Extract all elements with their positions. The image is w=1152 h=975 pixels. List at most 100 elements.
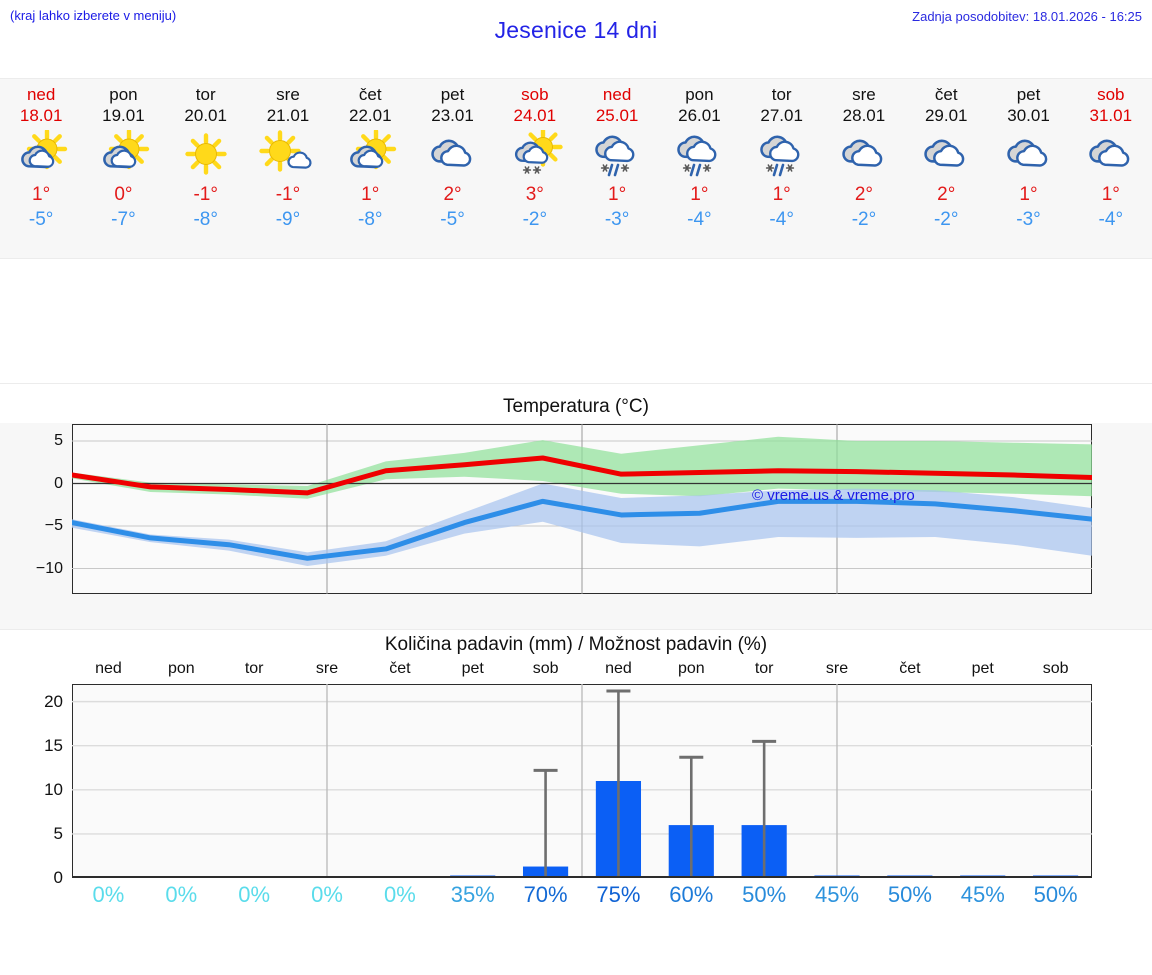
day-column[interactable]: pet 23.01 2° -5°	[411, 79, 493, 258]
precipitation-y-tick: 5	[53, 823, 63, 843]
precipitation-day-label: tor	[754, 660, 774, 677]
precipitation-day-label: pet	[461, 660, 484, 677]
precipitation-y-tick: 15	[44, 735, 63, 755]
day-name: čet	[358, 85, 382, 104]
day-date: 22.01	[348, 106, 392, 125]
day-column[interactable]: tor 27.01 1° -4°	[741, 79, 823, 258]
day-low-temp: -8°	[358, 209, 383, 230]
page-header: (kraj lahko izberete v meniju) Jesenice …	[0, 0, 1152, 78]
precipitation-day-labels: ned pon tor sre čet pet sob ned pon tor sre čet pet s…	[72, 660, 1092, 682]
precipitation-y-tick: 20	[44, 691, 63, 711]
temperature-y-tick: −5	[44, 517, 63, 534]
precipitation-probability: 0%	[383, 882, 416, 907]
precipitation-day-label: pon	[677, 660, 705, 677]
day-column[interactable]: tor 20.01 -1° -8°	[165, 79, 247, 258]
day-date: 26.01	[678, 106, 721, 125]
precipitation-day-label: pet	[971, 660, 994, 677]
precipitation-day-label: sre	[825, 660, 849, 677]
day-column[interactable]: čet 22.01 1° -8°	[329, 79, 411, 258]
day-name: pet	[440, 85, 465, 104]
day-high-temp: 1°	[361, 184, 380, 205]
day-low-temp: -5°	[440, 209, 465, 230]
day-name: pon	[109, 85, 138, 104]
day-high-temp: 1°	[608, 184, 627, 205]
day-column[interactable]: sre 28.01 2° -2°	[823, 79, 905, 258]
day-low-temp: -5°	[28, 209, 54, 230]
cloud-icon	[1075, 130, 1147, 178]
precipitation-probability: 75%	[596, 882, 641, 907]
precipitation-y-tick: 0	[53, 868, 63, 887]
day-low-temp: -3°	[1016, 209, 1041, 230]
precipitation-probability-row: 0% 0% 0% 0% 0% 35% 70% 75% 60% 50% 45% 50% 45% 50%	[72, 882, 1092, 908]
daily-forecast-strip: ned 18.01 1° -5° pon 19.01 0° -7° tor 20.01 -1° -…	[0, 78, 1152, 259]
day-name: sob	[521, 85, 549, 104]
precipitation-probability: 60%	[669, 882, 714, 907]
day-date: 19.01	[102, 106, 145, 125]
day-column[interactable]: ned 18.01 1° -5°	[0, 79, 82, 258]
sun-icon	[170, 130, 242, 178]
precipitation-probability: 0%	[165, 882, 198, 907]
temperature-y-tick: −10	[35, 559, 63, 577]
day-low-temp: -2°	[522, 209, 548, 230]
day-high-temp: 2°	[937, 184, 956, 205]
day-name: ned	[602, 85, 632, 104]
day-name: pon	[685, 85, 714, 104]
cloud-icon	[910, 130, 982, 178]
precipitation-probability: 70%	[523, 882, 568, 907]
last-updated-label: Zadnja posodobitev: 18.01.2026 - 16:25	[912, 9, 1142, 24]
location-menu-hint: (kraj lahko izberete v meniju)	[10, 8, 177, 23]
day-column[interactable]: pet 30.01 1° -3°	[987, 79, 1069, 258]
precipitation-day-label: ned	[95, 660, 122, 677]
cloud-icon	[993, 130, 1065, 178]
cloud-rain-snow-icon	[581, 130, 653, 178]
day-high-temp: 1°	[1101, 184, 1120, 205]
day-high-temp: 1°	[772, 184, 791, 205]
day-name: pet	[1016, 85, 1041, 104]
sun-cloud-icon	[334, 130, 406, 178]
precipitation-day-label: sre	[315, 660, 339, 677]
temperature-chart-title: Temperatura (°C)	[0, 393, 1152, 423]
day-low-temp: -4°	[687, 209, 712, 230]
day-date: 27.01	[760, 106, 803, 125]
watermark: © vreme.us & vreme.pro	[752, 487, 915, 504]
day-column[interactable]: ned 25.01 1° -3°	[576, 79, 658, 258]
precipitation-chart-title: Količina padavin (mm) / Možnost padavin …	[384, 634, 768, 655]
day-name: sre	[276, 85, 300, 104]
day-high-temp: -1°	[193, 184, 218, 205]
day-date: 18.01	[19, 106, 63, 125]
day-name: ned	[26, 85, 56, 104]
precipitation-plot: 0 5 10 15 20	[44, 684, 1092, 887]
cloud-rain-snow-icon	[663, 130, 735, 178]
day-date: 28.01	[842, 106, 886, 125]
cloud-icon	[417, 130, 489, 178]
cloud-icon	[828, 130, 900, 178]
day-column[interactable]: sob 24.01 3° -2°	[494, 79, 576, 258]
precipitation-probability: 0%	[238, 882, 271, 907]
day-low-temp: -4°	[769, 209, 794, 230]
temperature-plot: 5 0 −5 −10 © vreme.us & vreme.pro	[36, 424, 1092, 594]
precipitation-probability: 45%	[815, 882, 860, 907]
day-column[interactable]: pon 26.01 1° -4°	[658, 79, 740, 258]
day-high-temp: 1°	[1019, 184, 1038, 205]
precipitation-probability: 35%	[450, 882, 495, 907]
day-column[interactable]: sob 31.01 1° -4°	[1070, 79, 1152, 258]
precipitation-probability: 50%	[742, 882, 787, 907]
day-column[interactable]: sre 21.01 -1° -9°	[247, 79, 329, 258]
day-high-temp: -1°	[275, 184, 301, 205]
precipitation-day-label: sob	[532, 660, 559, 677]
day-date: 21.01	[266, 106, 310, 125]
day-low-temp: -2°	[933, 209, 959, 230]
precipitation-day-label: tor	[244, 660, 264, 677]
day-low-temp: -7°	[111, 209, 136, 230]
day-high-temp: 2°	[443, 184, 462, 205]
day-name: čet	[934, 85, 958, 104]
day-name: tor	[771, 85, 792, 104]
day-column[interactable]: čet 29.01 2° -2°	[905, 79, 987, 258]
precipitation-probability: 0%	[311, 882, 343, 907]
page-title: Jesenice 14 dni	[494, 17, 658, 43]
day-column[interactable]: pon 19.01 0° -7°	[82, 79, 164, 258]
sun-cloud-icon	[5, 130, 77, 178]
precipitation-probability: 50%	[887, 882, 932, 907]
precipitation-day-label: sob	[1042, 660, 1069, 677]
precipitation-y-tick: 10	[44, 779, 63, 799]
